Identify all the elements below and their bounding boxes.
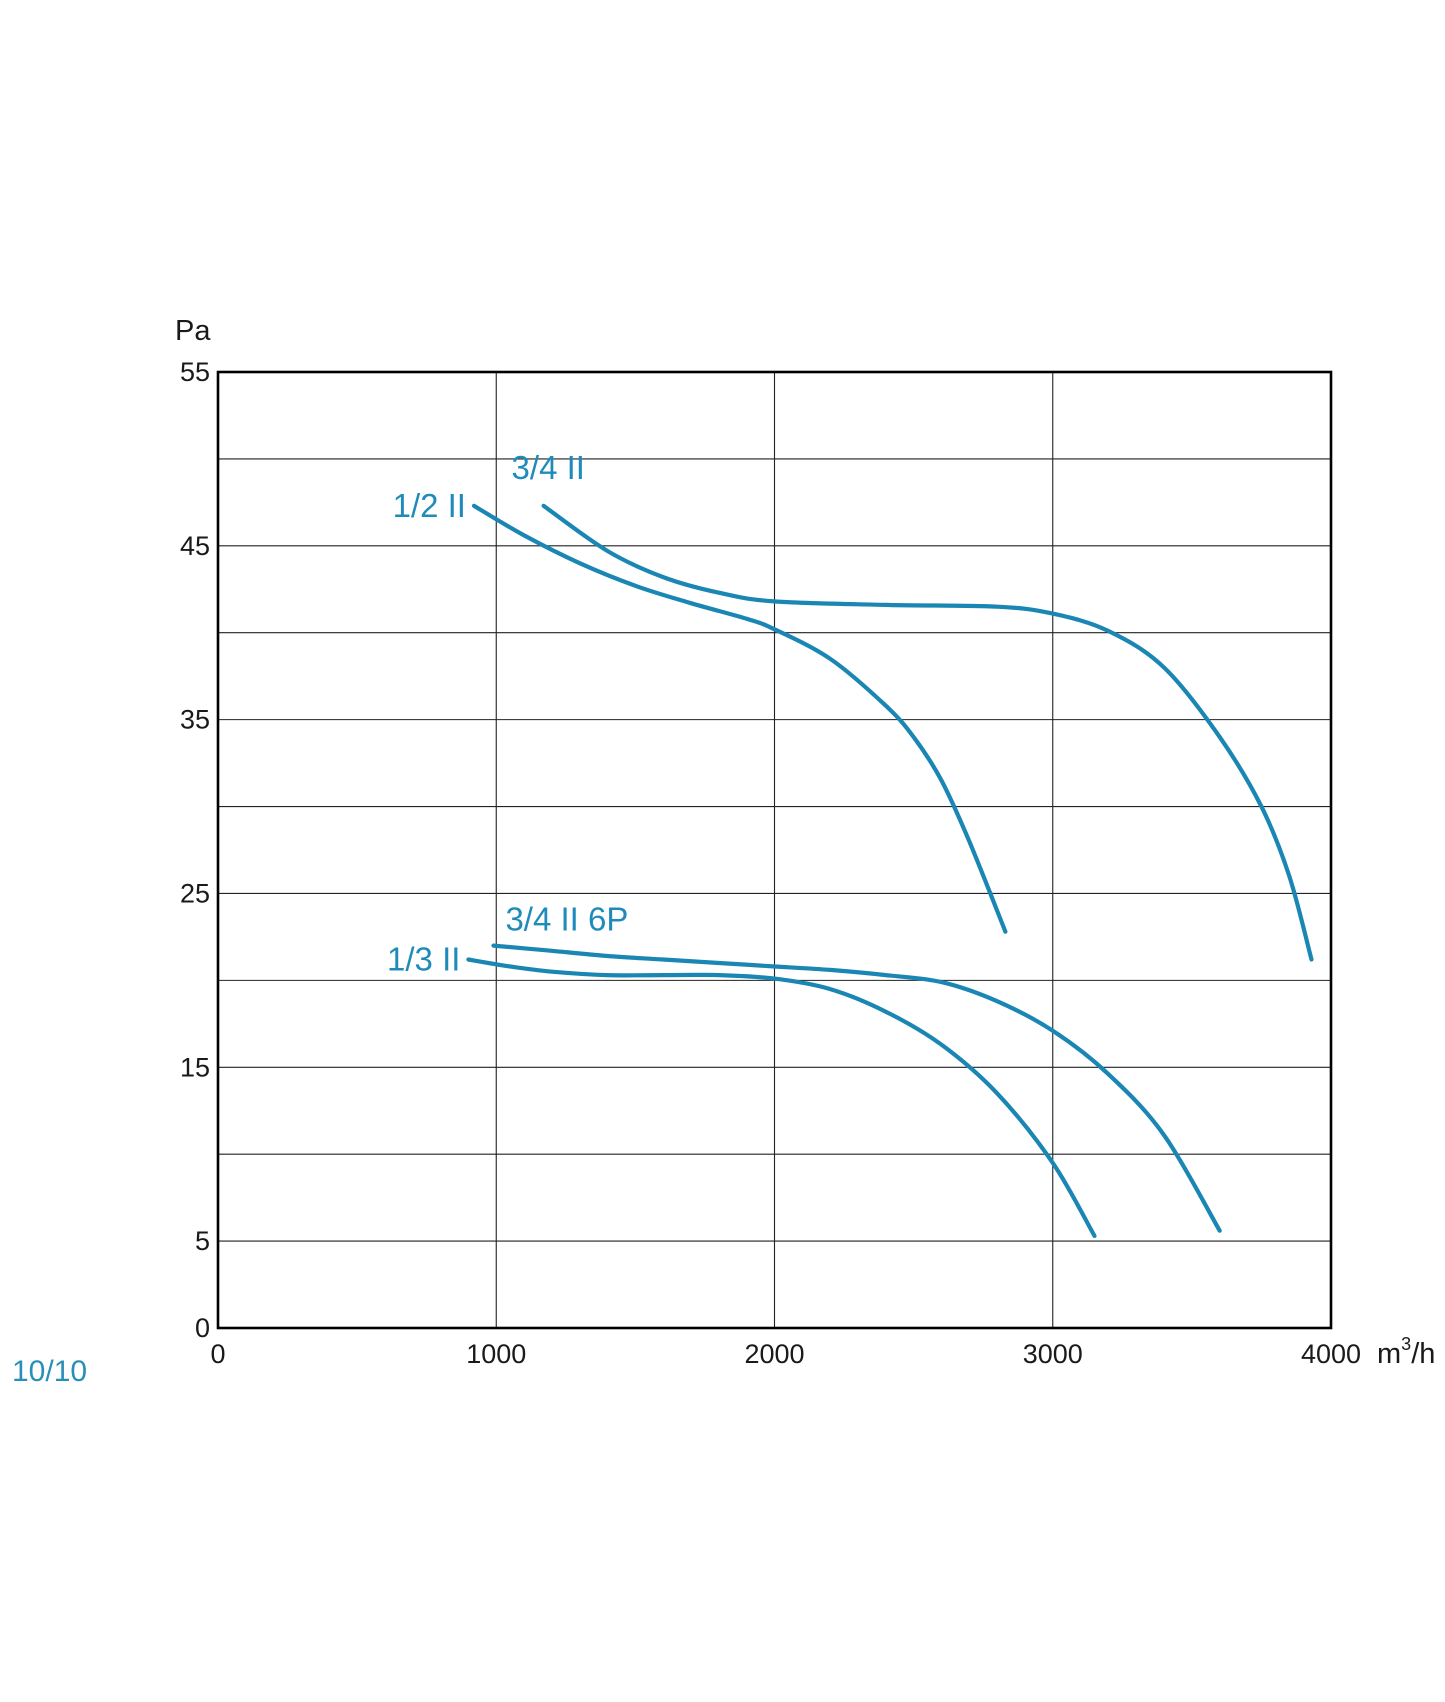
x-axis-unit-label: m3/h [1377, 1334, 1435, 1370]
plot-frame [216, 370, 1333, 1330]
y-tick-label: 0 [195, 1313, 210, 1343]
x-axis-unit-tail: /h [1411, 1338, 1435, 1370]
x-axis-unit-superscript: 3 [1401, 1334, 1411, 1354]
x-tick-label: 2000 [744, 1339, 804, 1369]
curve-1-2-ii [471, 503, 1008, 934]
y-tick-label: 45 [180, 531, 210, 561]
series-label-3-4-ii-6p: 3/4 II 6P [505, 901, 628, 938]
x-tick-label: 1000 [466, 1339, 526, 1369]
series-label-3-4-ii: 3/4 II [512, 449, 585, 486]
y-tick-label: 25 [180, 878, 210, 908]
performance-curves [466, 503, 1314, 1238]
axis-labels: 0 5 15 25 35 45 55 0 1000 2000 3000 4000 [180, 357, 1361, 1369]
gridlines [217, 371, 1332, 1329]
x-tick-label: 3000 [1023, 1339, 1083, 1369]
series-labels: 3/4 II 1/2 II 3/4 II 6P 1/3 II [387, 449, 628, 978]
y-tick-label: 35 [180, 705, 210, 735]
series-label-1-3-ii: 1/3 II [387, 941, 460, 978]
y-tick-label: 5 [195, 1226, 210, 1256]
x-tick-label: 0 [210, 1339, 225, 1369]
x-axis-unit-base: m [1377, 1338, 1401, 1370]
series-label-1-2-ii: 1/2 II [393, 487, 466, 524]
y-tick-label: 55 [180, 357, 210, 387]
page-counter: 10/10 [12, 1355, 88, 1388]
x-tick-label: 4000 [1301, 1339, 1361, 1369]
y-tick-label: 15 [180, 1052, 210, 1082]
curve-3-4-ii [541, 503, 1314, 962]
y-axis-unit-label: Pa [175, 315, 211, 347]
curve-1-3-ii [466, 957, 1097, 1238]
curve-3-4-ii-6p [491, 943, 1222, 1233]
